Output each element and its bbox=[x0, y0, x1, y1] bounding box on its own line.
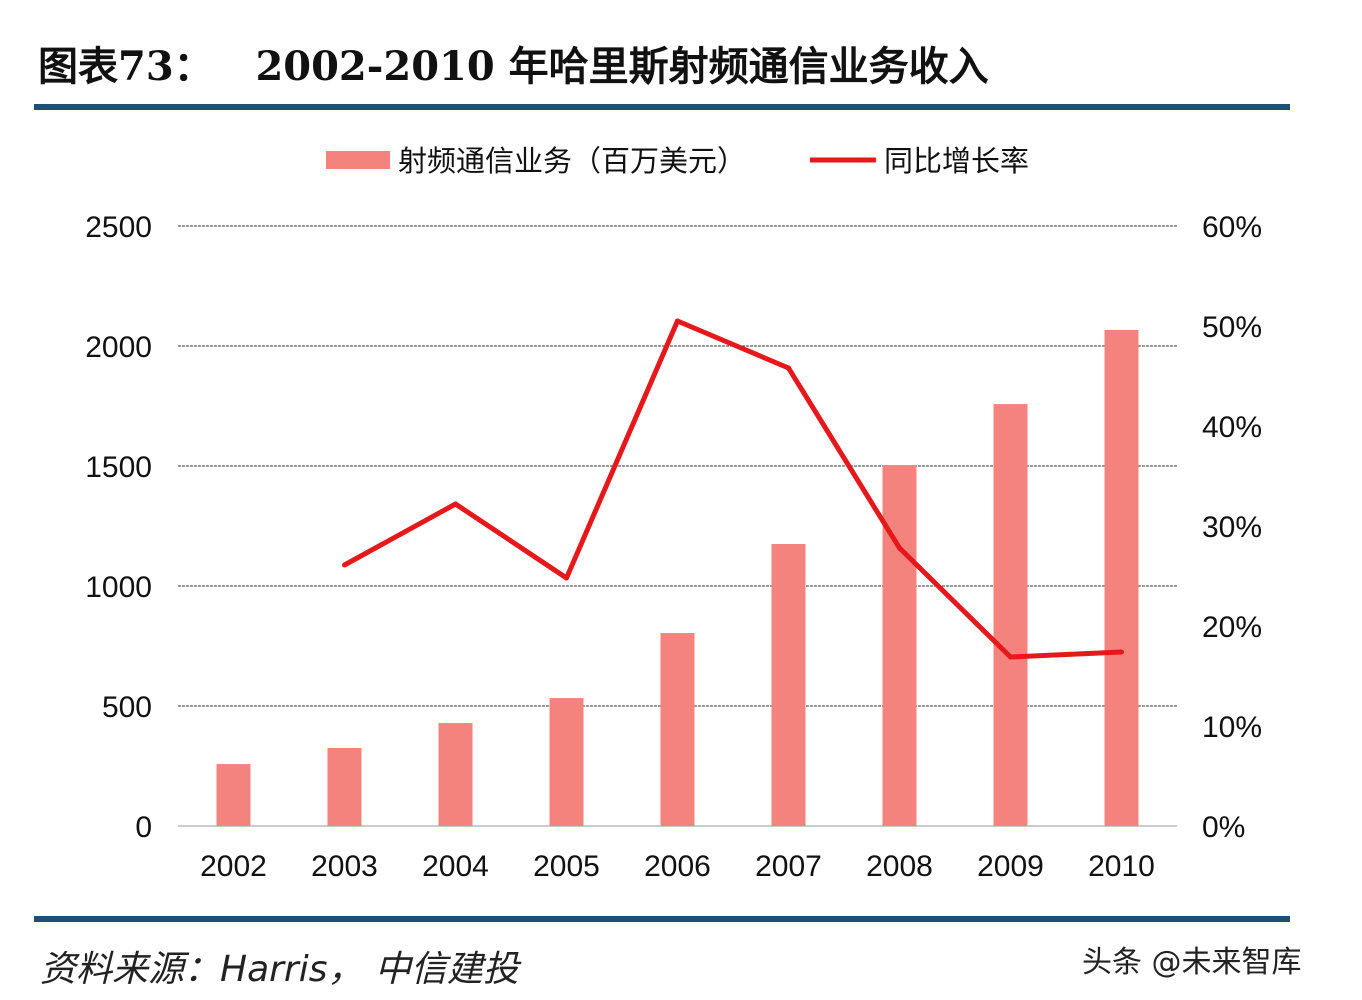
legend: 射频通信业务（百万美元） 同比增长率 bbox=[326, 145, 1029, 178]
top-rule bbox=[34, 104, 1290, 110]
x-tick-label: 2009 bbox=[977, 850, 1044, 883]
growth-rate-line bbox=[343, 318, 1122, 660]
source-note: 资料来源：Harris， 中信建投 bbox=[40, 949, 519, 990]
bar-2008 bbox=[882, 465, 917, 826]
legend-bar-label: 射频通信业务（百万美元） bbox=[398, 145, 746, 178]
x-tick-label: 2005 bbox=[533, 850, 600, 883]
right-tick-label: 40% bbox=[1202, 411, 1262, 444]
right-tick-label: 20% bbox=[1202, 611, 1262, 644]
growth-point-2010 bbox=[1119, 649, 1124, 655]
left-tick-label: 500 bbox=[102, 691, 152, 724]
left-tick-label: 2000 bbox=[85, 331, 152, 364]
x-tick-label: 2010 bbox=[1088, 850, 1155, 883]
left-tick-label: 1500 bbox=[85, 451, 152, 484]
bottom-rule bbox=[34, 916, 1290, 922]
watermark: 头条 @未来智库 bbox=[1082, 945, 1302, 980]
legend-bar-swatch bbox=[326, 151, 390, 169]
legend-line-label: 同比增长率 bbox=[884, 145, 1029, 178]
bar-2007 bbox=[771, 544, 806, 826]
growth-point-2007 bbox=[786, 365, 791, 371]
x-tick-label: 2007 bbox=[755, 850, 822, 883]
right-tick-label: 30% bbox=[1202, 511, 1262, 544]
bar-2009 bbox=[993, 404, 1028, 826]
growth-point-2008 bbox=[897, 545, 902, 551]
x-tick-label: 2008 bbox=[866, 850, 933, 883]
growth-point-2005 bbox=[564, 575, 569, 581]
left-tick-label: 0 bbox=[135, 811, 152, 844]
x-tick-label: 2004 bbox=[422, 850, 489, 883]
bar-2002 bbox=[216, 764, 251, 826]
right-tick-label: 50% bbox=[1202, 311, 1262, 344]
bar-2003 bbox=[327, 748, 362, 826]
right-tick-label: 0% bbox=[1202, 811, 1245, 844]
right-tick-label: 60% bbox=[1202, 211, 1262, 244]
bar-2004 bbox=[438, 723, 473, 826]
growth-point-2009 bbox=[1008, 654, 1013, 660]
page-title: 图表73： 2002-2010 年哈里斯射频通信业务收入 bbox=[38, 43, 989, 90]
growth-point-2004 bbox=[453, 501, 458, 507]
left-tick-label: 2500 bbox=[85, 211, 152, 244]
x-tick-label: 2002 bbox=[200, 850, 267, 883]
bar-2005 bbox=[549, 698, 584, 826]
left-tick-label: 1000 bbox=[85, 571, 152, 604]
right-tick-label: 10% bbox=[1202, 711, 1262, 744]
bar-2010 bbox=[1104, 329, 1139, 826]
x-tick-label: 2006 bbox=[644, 850, 711, 883]
growth-point-2006 bbox=[675, 318, 680, 324]
growth-point-2003 bbox=[342, 562, 347, 568]
bar-2006 bbox=[660, 633, 695, 826]
x-tick-label: 2003 bbox=[311, 850, 378, 883]
